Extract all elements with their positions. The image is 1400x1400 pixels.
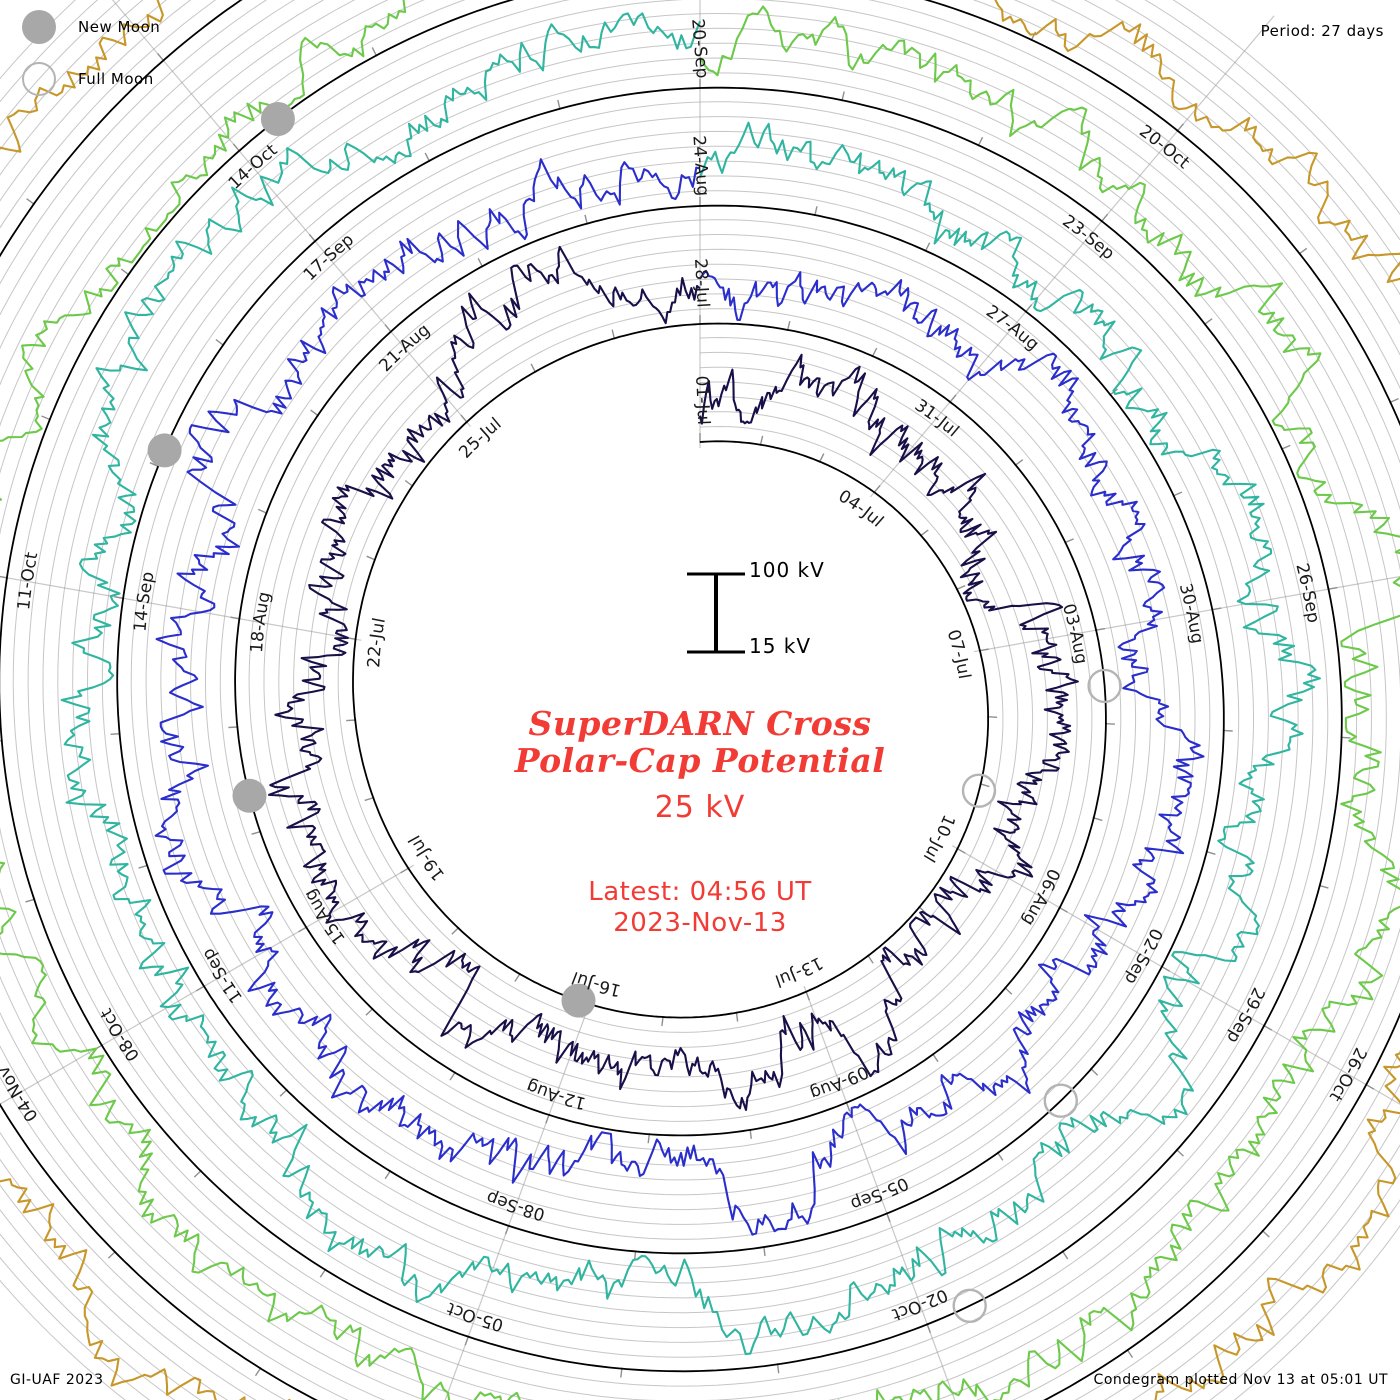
- arc-date-label: 08-Sep: [484, 1187, 548, 1225]
- legend-full-moon: Full Moon: [22, 62, 154, 96]
- arc-date-label: 23-Sep: [1058, 211, 1118, 264]
- new-moon-icon: [22, 10, 56, 44]
- arc-date-label: 30-Aug: [1175, 581, 1207, 645]
- arc-date-label: 17-Sep: [300, 230, 358, 285]
- trace-24-Aug: [60, 12, 1321, 1356]
- arc-date-label: 14-Oct: [225, 140, 282, 194]
- full-moon-icon: [22, 62, 56, 96]
- arc-date-label: 01-Jul: [691, 375, 713, 425]
- arc-date-label: 06-Aug: [1018, 865, 1064, 929]
- arc-date-label: 05-Oct: [444, 1298, 506, 1335]
- arc-date-label: 22-Jul: [364, 616, 390, 668]
- arc-date-label: 24-Aug: [688, 135, 712, 197]
- arc-date-label: 04-Jul: [835, 486, 887, 531]
- credit-organization: GI-UAF 2023: [10, 1372, 104, 1388]
- arc-date-label: 27-Aug: [982, 302, 1043, 355]
- legend-new-moon-label: New Moon: [78, 18, 161, 36]
- new-moon-marker: [561, 983, 596, 1018]
- full-moon-marker: [952, 1288, 987, 1324]
- full-moon-marker: [961, 773, 997, 808]
- trace-28-Jul: [154, 158, 1205, 1236]
- trace-01-Jul: [267, 245, 1079, 1111]
- arc-date-label: 26-Sep: [1291, 561, 1323, 624]
- moon-markers: [147, 102, 1122, 1324]
- arc-date-label: 13-Jul: [772, 952, 826, 990]
- new-moon-marker: [232, 778, 267, 813]
- arc-date-label: 18-Aug: [247, 590, 275, 653]
- arc-date-label: 15-Aug: [300, 885, 350, 947]
- arc-date-label: 28-Jul: [690, 258, 713, 308]
- arc-date-label: 25-Jul: [455, 414, 505, 463]
- arc-date-label: 26-Oct: [1325, 1044, 1371, 1105]
- full-moon-marker: [1087, 668, 1122, 704]
- arc-date-label: 11-Oct: [14, 550, 42, 611]
- arc-date-label: 20-Oct: [1135, 121, 1193, 173]
- new-moon-marker: [260, 102, 295, 136]
- new-moon-marker: [147, 433, 182, 468]
- arc-date-label: 20-Sep: [687, 18, 712, 79]
- credit-plot-timestamp: Condegram plotted Nov 13 at 05:01 UT: [1093, 1372, 1388, 1388]
- legend-new-moon: New Moon: [22, 10, 160, 44]
- arc-date-label: 02-Sep: [1120, 925, 1166, 988]
- full-moon-marker: [1043, 1083, 1079, 1118]
- arc-date-label: 03-Aug: [1058, 601, 1091, 665]
- arc-date-label: 11-Sep: [198, 945, 247, 1007]
- arc-date-label: 12-Aug: [524, 1076, 588, 1113]
- arc-date-label: 07-Jul: [943, 627, 974, 680]
- period-label: Period: 27 days: [1260, 22, 1384, 40]
- legend-full-moon-label: Full Moon: [78, 70, 154, 88]
- arc-date-label: 19-Jul: [405, 832, 449, 885]
- arc-date-label: 29-Sep: [1222, 984, 1268, 1046]
- arc-date-label: 31-Jul: [911, 395, 963, 441]
- arc-date-label: 14-Sep: [130, 570, 158, 633]
- arc-date-label: 21-Aug: [375, 320, 434, 376]
